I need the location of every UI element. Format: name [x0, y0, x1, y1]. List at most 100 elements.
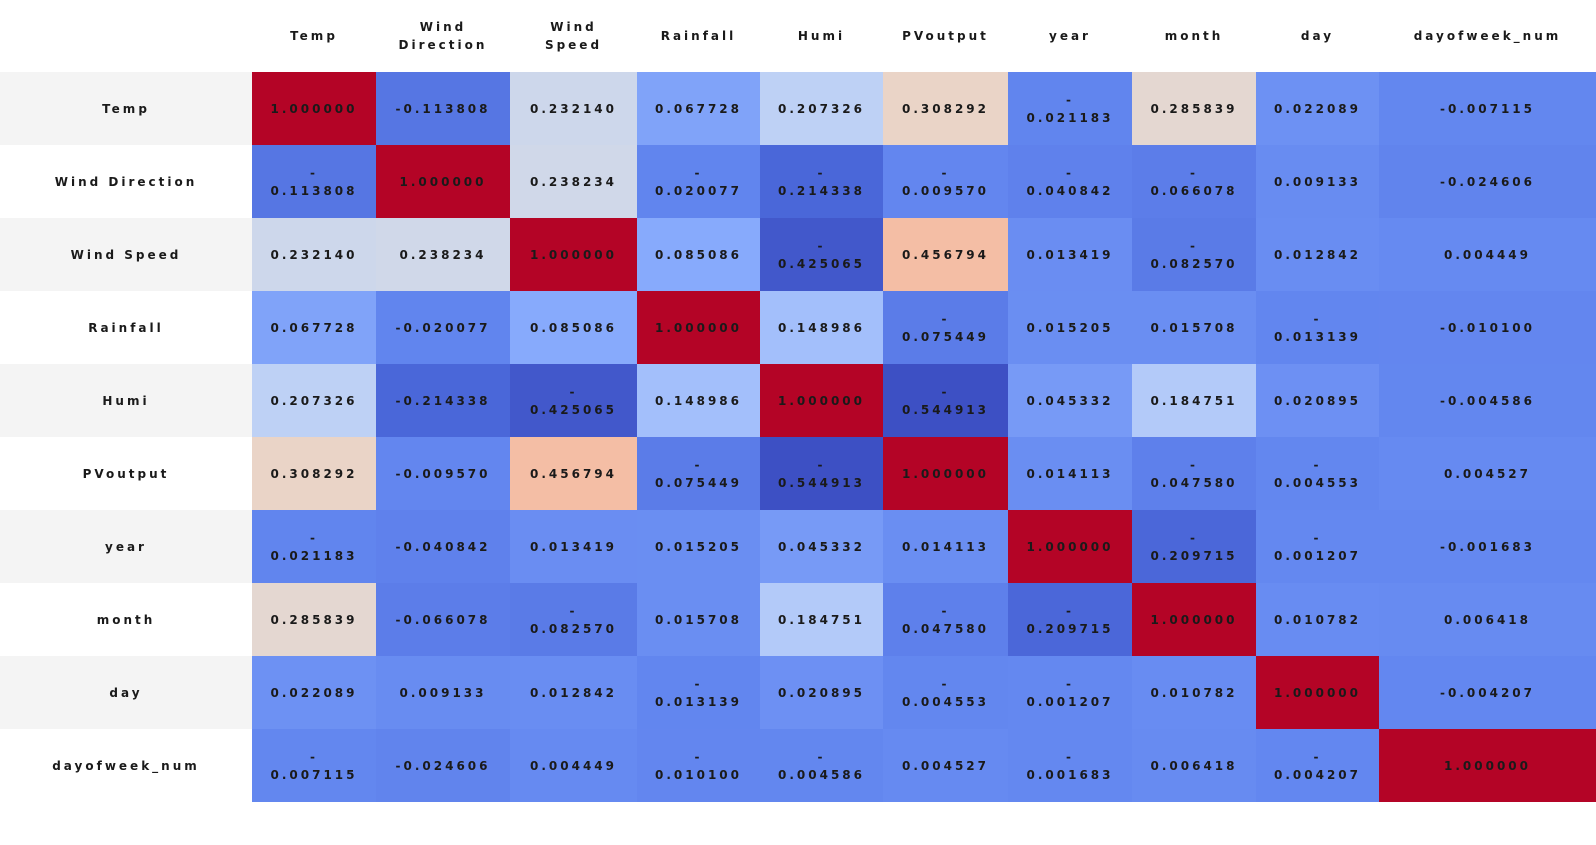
heatmap-cell: 0.045332 — [1008, 364, 1132, 437]
heatmap-cell: -0.004207 — [1379, 656, 1596, 729]
heatmap-cell: 1.000000 — [883, 437, 1008, 510]
heatmap-cell: -0.425065 — [510, 364, 637, 437]
column-header-rainfall: Rainfall — [637, 0, 760, 72]
heatmap-cell: -0.013139 — [637, 656, 760, 729]
heatmap-row-year: year -0.021183 -0.040842 0.013419 0.015205 0.… — [0, 510, 1596, 583]
heatmap-cell: 0.013419 — [1008, 218, 1132, 291]
row-header-dayofweek-num: dayofweek_num — [0, 729, 252, 802]
column-header-month: month — [1132, 0, 1256, 72]
column-header-line: dayofweek_num — [1413, 29, 1562, 43]
heatmap-cell: -0.004207 — [1256, 729, 1379, 802]
heatmap-row-rainfall: Rainfall 0.067728 -0.020077 0.085086 1.00000… — [0, 291, 1596, 364]
heatmap-cell: -0.066078 — [376, 583, 510, 656]
heatmap-cell: -0.013139 — [1256, 291, 1379, 364]
heatmap-cell: -0.021183 — [1008, 72, 1132, 145]
heatmap-cell: -0.021183 — [252, 510, 376, 583]
heatmap-cell: 1.000000 — [1256, 656, 1379, 729]
heatmap-row-month: month 0.285839 -0.066078-0.082570 0.015708 0… — [0, 583, 1596, 656]
heatmap-cell: -0.001683 — [1008, 729, 1132, 802]
heatmap-cell: 0.020895 — [760, 656, 883, 729]
heatmap-cell: 1.000000 — [510, 218, 637, 291]
heatmap-cell: 0.184751 — [760, 583, 883, 656]
heatmap-cell: -0.009570 — [883, 145, 1008, 218]
column-header-line: day — [1300, 29, 1335, 43]
heatmap-cell: 0.006418 — [1132, 729, 1256, 802]
heatmap-cell: -0.009570 — [376, 437, 510, 510]
column-header-line: Direction — [398, 38, 488, 52]
heatmap-cell: 0.148986 — [637, 364, 760, 437]
column-header-line: Rainfall — [660, 29, 737, 43]
heatmap-cell: -0.004586 — [1379, 364, 1596, 437]
heatmap-cell: -0.004553 — [1256, 437, 1379, 510]
heatmap-cell: 1.000000 — [1132, 583, 1256, 656]
heatmap-cell: -0.075449 — [883, 291, 1008, 364]
heatmap-cell: -0.001207 — [1008, 656, 1132, 729]
heatmap-cell: 0.006418 — [1379, 583, 1596, 656]
heatmap-cell: 0.238234 — [510, 145, 637, 218]
column-header-line: Humi — [797, 29, 846, 43]
heatmap-cell: -0.004586 — [760, 729, 883, 802]
heatmap-cell: 0.045332 — [760, 510, 883, 583]
heatmap-cell: -0.113808 — [252, 145, 376, 218]
row-header-pvoutput: PVoutput — [0, 437, 252, 510]
heatmap-cell: 0.004449 — [510, 729, 637, 802]
corner-cell — [0, 0, 252, 72]
heatmap-cell: -0.001683 — [1379, 510, 1596, 583]
heatmap-cell: 0.015708 — [637, 583, 760, 656]
heatmap-cell: 0.010782 — [1256, 583, 1379, 656]
heatmap-cell: 0.010782 — [1132, 656, 1256, 729]
heatmap-row-wind-speed: Wind Speed 0.232140 0.238234 1.000000 0.0850… — [0, 218, 1596, 291]
heatmap-body: Temp 1.000000 -0.113808 0.232140 0.067728 0.2… — [0, 72, 1596, 802]
column-header-year: year — [1008, 0, 1132, 72]
heatmap-cell: -0.007115 — [252, 729, 376, 802]
column-header-temp: Temp — [252, 0, 376, 72]
row-header-wind-speed: Wind Speed — [0, 218, 252, 291]
heatmap-cell: -0.425065 — [760, 218, 883, 291]
heatmap-cell: 0.004527 — [883, 729, 1008, 802]
heatmap-cell: -0.010100 — [1379, 291, 1596, 364]
heatmap-cell: -0.004553 — [883, 656, 1008, 729]
heatmap-cell: -0.209715 — [1008, 583, 1132, 656]
heatmap-cell: -0.113808 — [376, 72, 510, 145]
column-header-wind-speed: Wind Speed — [510, 0, 637, 72]
heatmap-cell: -0.024606 — [376, 729, 510, 802]
column-header-line: Wind — [550, 20, 597, 34]
heatmap-cell: -0.007115 — [1379, 72, 1596, 145]
column-header-humi: Humi — [760, 0, 883, 72]
column-header-row: Temp Wind Direction Wind Speed Rainfall Humi PV… — [0, 0, 1596, 72]
heatmap-cell: -0.040842 — [376, 510, 510, 583]
heatmap-cell: -0.082570 — [1132, 218, 1256, 291]
heatmap-cell: 0.004527 — [1379, 437, 1596, 510]
heatmap-cell: 0.085086 — [510, 291, 637, 364]
heatmap-cell: 0.012842 — [510, 656, 637, 729]
heatmap-cell: 0.022089 — [1256, 72, 1379, 145]
heatmap-cell: -0.544913 — [760, 437, 883, 510]
column-header-day: day — [1256, 0, 1379, 72]
column-header-dayofweek-num: dayofweek_num — [1379, 0, 1596, 72]
heatmap-cell: 0.022089 — [252, 656, 376, 729]
heatmap-cell: 0.020895 — [1256, 364, 1379, 437]
row-header-humi: Humi — [0, 364, 252, 437]
heatmap-cell: 0.238234 — [376, 218, 510, 291]
row-header-temp: Temp — [0, 72, 252, 145]
heatmap-cell: 0.004449 — [1379, 218, 1596, 291]
heatmap-cell: 0.067728 — [252, 291, 376, 364]
heatmap-cell: 0.148986 — [760, 291, 883, 364]
correlation-heatmap-table: Temp Wind Direction Wind Speed Rainfall Humi PV… — [0, 0, 1596, 802]
row-header-month: month — [0, 583, 252, 656]
heatmap-cell: 0.207326 — [252, 364, 376, 437]
heatmap-cell: 0.014113 — [883, 510, 1008, 583]
heatmap-cell: -0.066078 — [1132, 145, 1256, 218]
heatmap-cell: 1.000000 — [1379, 729, 1596, 802]
heatmap-cell: -0.047580 — [1132, 437, 1256, 510]
heatmap-row-temp: Temp 1.000000 -0.113808 0.232140 0.067728 0.2… — [0, 72, 1596, 145]
heatmap-cell: 1.000000 — [760, 364, 883, 437]
heatmap-cell: 0.456794 — [883, 218, 1008, 291]
heatmap-cell: 1.000000 — [252, 72, 376, 145]
heatmap-cell: -0.001207 — [1256, 510, 1379, 583]
heatmap-cell: 0.015708 — [1132, 291, 1256, 364]
column-header-line: Temp — [290, 29, 338, 43]
heatmap-cell: 1.000000 — [376, 145, 510, 218]
column-header-line: PVoutput — [902, 29, 989, 43]
heatmap-cell: 0.285839 — [1132, 72, 1256, 145]
